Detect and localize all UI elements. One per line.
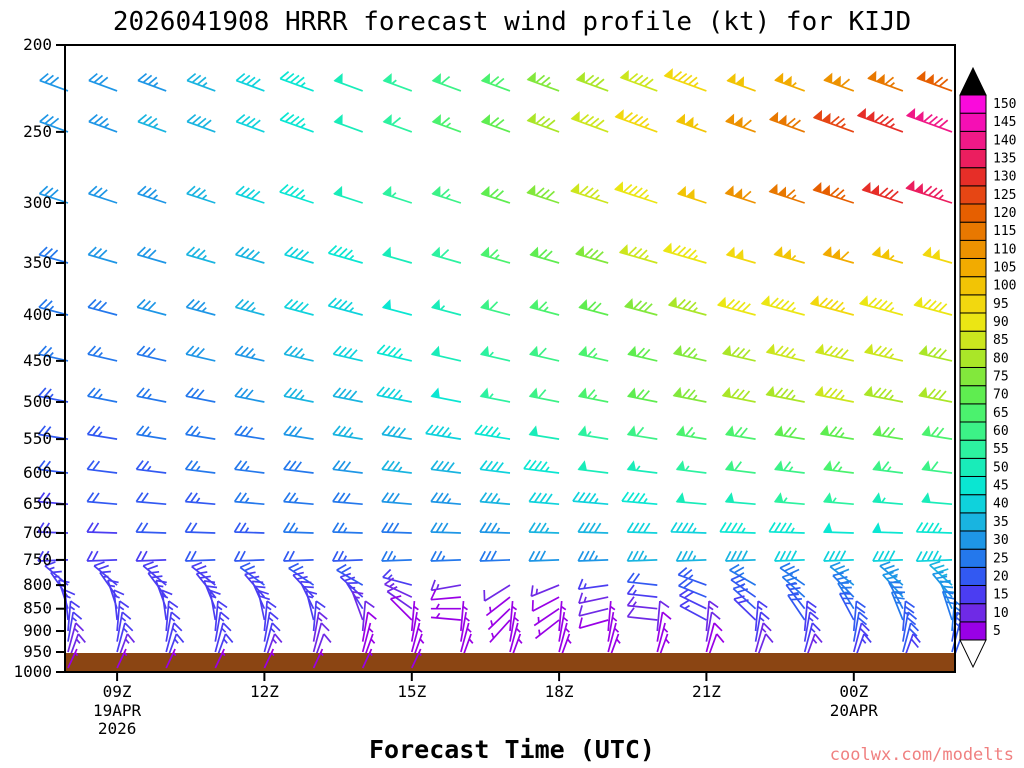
svg-text:15Z: 15Z (397, 682, 426, 701)
svg-text:00Z: 00Z (839, 682, 868, 701)
svg-text:950: 950 (23, 642, 52, 661)
svg-text:800: 800 (23, 575, 52, 594)
svg-text:130: 130 (993, 170, 1016, 185)
svg-text:450: 450 (23, 351, 52, 370)
svg-text:55: 55 (993, 442, 1009, 457)
svg-text:30: 30 (993, 533, 1009, 548)
svg-text:600: 600 (23, 463, 52, 482)
svg-text:500: 500 (23, 392, 52, 411)
svg-text:95: 95 (993, 297, 1009, 312)
color-scale-legend: 5 10 15 20 25 30 35 40 45 50 55 60 65 70 75 80 85 90 95 100… (959, 66, 1016, 669)
svg-text:300: 300 (23, 193, 52, 212)
svg-text:35: 35 (993, 515, 1009, 530)
svg-text:650: 650 (23, 494, 52, 513)
svg-text:850: 850 (23, 599, 52, 618)
svg-text:140: 140 (993, 133, 1016, 148)
svg-text:110: 110 (993, 242, 1016, 257)
svg-text:350: 350 (23, 253, 52, 272)
svg-text:125: 125 (993, 188, 1016, 203)
terrain-bar (66, 653, 954, 671)
svg-text:700: 700 (23, 523, 52, 542)
svg-text:85: 85 (993, 333, 1009, 348)
svg-text:40: 40 (993, 497, 1009, 512)
svg-text:70: 70 (993, 388, 1009, 403)
svg-text:135: 135 (993, 152, 1016, 167)
svg-text:19APR: 19APR (93, 701, 142, 720)
svg-text:18Z: 18Z (545, 682, 574, 701)
svg-text:75: 75 (993, 370, 1009, 385)
axes: 200 250 300 350 400 450 500 550 600 650 700 750 800 8… (13, 35, 956, 738)
svg-text:10: 10 (993, 606, 1009, 621)
wind-barbs (37, 68, 970, 663)
svg-text:115: 115 (993, 224, 1016, 239)
svg-text:900: 900 (23, 621, 52, 640)
svg-text:750: 750 (23, 550, 52, 569)
svg-text:45: 45 (993, 479, 1009, 494)
svg-text:12Z: 12Z (250, 682, 279, 701)
svg-text:105: 105 (993, 261, 1016, 276)
svg-text:5: 5 (993, 624, 1001, 639)
svg-text:2026: 2026 (98, 719, 137, 738)
svg-text:21Z: 21Z (692, 682, 721, 701)
svg-text:400: 400 (23, 305, 52, 324)
svg-text:1000: 1000 (13, 662, 52, 681)
watermark: coolwx.com/modelts (830, 745, 1014, 765)
svg-text:09Z: 09Z (103, 682, 132, 701)
svg-text:100: 100 (993, 279, 1016, 294)
svg-text:60: 60 (993, 424, 1009, 439)
svg-text:550: 550 (23, 429, 52, 448)
svg-text:90: 90 (993, 315, 1009, 330)
svg-text:25: 25 (993, 551, 1009, 566)
x-axis-title: Forecast Time (UTC) (369, 735, 655, 764)
svg-text:20APR: 20APR (830, 701, 879, 720)
svg-text:145: 145 (993, 115, 1016, 130)
svg-text:150: 150 (993, 97, 1016, 112)
svg-text:80: 80 (993, 351, 1009, 366)
svg-text:15: 15 (993, 588, 1009, 603)
svg-text:20: 20 (993, 569, 1009, 584)
svg-text:50: 50 (993, 460, 1009, 475)
svg-text:250: 250 (23, 122, 52, 141)
svg-text:120: 120 (993, 206, 1016, 221)
svg-text:65: 65 (993, 406, 1009, 421)
svg-text:200: 200 (23, 35, 52, 54)
chart-title: 2026041908 HRRR forecast wind profile (k… (113, 7, 911, 37)
surface-wind-barbs (67, 648, 422, 669)
